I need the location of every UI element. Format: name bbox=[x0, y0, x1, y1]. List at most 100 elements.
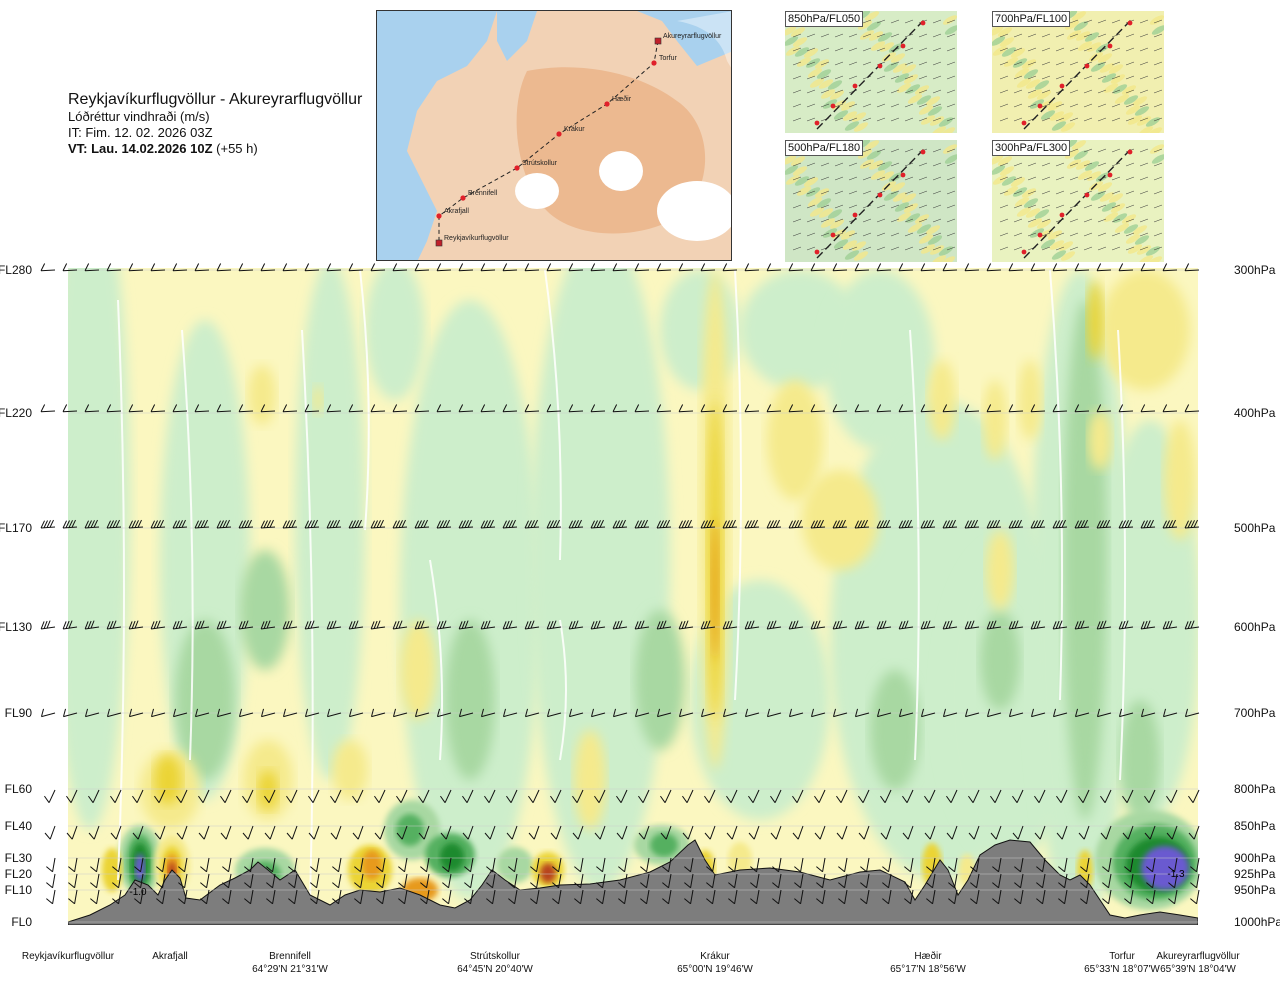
thumbnail-field bbox=[929, 245, 945, 255]
flight-level-label: FL0 bbox=[11, 915, 32, 929]
thumbnail-barb bbox=[1153, 190, 1163, 195]
wind-barb bbox=[304, 620, 320, 630]
wind-barb bbox=[744, 263, 760, 272]
thumbnail-300hpa[interactable]: 300hPa/FL300 bbox=[992, 140, 1164, 262]
wind-barb bbox=[484, 789, 496, 803]
wind-barb bbox=[964, 519, 980, 529]
wind-barb bbox=[832, 620, 848, 630]
thumbnail-field bbox=[944, 154, 957, 164]
wind-barb bbox=[942, 620, 958, 630]
wind-barb bbox=[106, 519, 122, 529]
wind-barb bbox=[750, 889, 760, 905]
thumbnail-field bbox=[844, 121, 860, 131]
wind-barb bbox=[198, 825, 210, 840]
wind-barb bbox=[1052, 519, 1068, 529]
wind-barb bbox=[238, 708, 254, 718]
thumbnail-field bbox=[1136, 245, 1152, 255]
thumbnail-850hpa[interactable]: 850hPa/FL050 bbox=[785, 11, 957, 133]
wind-barb bbox=[1166, 789, 1178, 803]
wind-barb bbox=[326, 263, 342, 272]
thumbnail-barb bbox=[1069, 204, 1079, 209]
wind-barb bbox=[1146, 857, 1156, 873]
thumbnail-field bbox=[859, 30, 875, 40]
thumbnail-barb bbox=[890, 232, 900, 237]
wind-barb bbox=[616, 825, 628, 840]
thumbnail-field bbox=[1040, 110, 1056, 120]
wind-barb bbox=[748, 789, 760, 803]
thumbnail-field bbox=[997, 156, 1013, 166]
thumbnail-barb bbox=[862, 47, 872, 52]
wind-barb bbox=[612, 620, 628, 630]
wind-barb bbox=[860, 873, 870, 889]
thumbnail-field bbox=[1103, 212, 1119, 222]
wind-barb bbox=[810, 620, 826, 630]
wind-barb bbox=[260, 404, 276, 413]
field-cell bbox=[1120, 700, 1160, 820]
pressure-level-label: 800hPa bbox=[1234, 782, 1276, 796]
wind-barb bbox=[904, 857, 914, 873]
thumbnail-barb bbox=[862, 176, 872, 181]
thumbnail-barb bbox=[1097, 103, 1107, 108]
field-cell bbox=[660, 270, 740, 390]
wind-barb bbox=[1118, 519, 1134, 529]
thumbnail-field bbox=[1075, 160, 1091, 170]
map-airport-marker bbox=[435, 239, 443, 247]
thumbnail-barb bbox=[946, 162, 956, 167]
thumbnail-barb bbox=[1069, 190, 1079, 195]
wind-barb bbox=[772, 873, 782, 889]
field-cell bbox=[986, 530, 1014, 610]
wind-barb bbox=[462, 789, 474, 803]
wind-barb bbox=[370, 620, 386, 630]
map-waypoint-label: Brennifell bbox=[468, 190, 498, 197]
valid-time-main: VT: Lau. 14.02.2026 10Z bbox=[68, 141, 213, 156]
thumbnail-field bbox=[1034, 80, 1050, 90]
map-waypoint-label: Strútskollur bbox=[522, 160, 558, 167]
thumbnail-barb bbox=[1125, 204, 1135, 209]
thumbnail-field bbox=[1121, 214, 1137, 224]
thumbnail-500hpa[interactable]: 500hPa/FL180 bbox=[785, 140, 957, 262]
thumbnail-barb bbox=[918, 204, 928, 209]
wind-barb bbox=[1030, 404, 1046, 413]
wind-barb bbox=[882, 857, 892, 873]
wind-barb bbox=[134, 857, 144, 873]
thumbnail-barb bbox=[1097, 190, 1107, 195]
wind-barb bbox=[1140, 404, 1156, 413]
thumbnail-barb bbox=[946, 75, 956, 80]
wind-barb bbox=[354, 873, 364, 889]
thumbnail-field bbox=[1003, 57, 1019, 67]
thumbnail-field bbox=[938, 117, 954, 127]
wind-barb bbox=[502, 404, 518, 413]
wind-barb bbox=[572, 789, 584, 803]
thumbnail-field bbox=[1073, 21, 1089, 31]
thumbnail-barb bbox=[1013, 117, 1023, 122]
wind-barb bbox=[706, 889, 716, 905]
wind-barb bbox=[84, 620, 100, 630]
thumbnail-field bbox=[809, 78, 825, 88]
thumbnail-field bbox=[1138, 126, 1154, 133]
thumbnail-field bbox=[857, 20, 873, 30]
thumbnail-waypoint bbox=[1021, 120, 1027, 126]
thumbnail-field bbox=[1027, 218, 1043, 228]
thumbnail-barb bbox=[806, 117, 816, 122]
thumbnail-waypoint bbox=[877, 192, 883, 198]
thumbnail-waypoint bbox=[920, 149, 926, 155]
thumbnail-field bbox=[840, 230, 856, 240]
overview-map[interactable]: Akureyrarflugvöllur Torfur Hæðir Krákur Strú… bbox=[376, 10, 732, 261]
thumbnail-field bbox=[1060, 251, 1076, 261]
wind-barb bbox=[68, 889, 78, 905]
thumbnail-label: 850hPa/FL050 bbox=[785, 11, 864, 27]
wind-barb bbox=[590, 263, 606, 272]
pressure-level-label: 950hPa bbox=[1234, 883, 1276, 897]
thumbnail-field bbox=[868, 160, 884, 170]
thumbnail-700hpa[interactable]: 700hPa/FL100 bbox=[992, 11, 1164, 133]
wind-barb bbox=[616, 789, 628, 803]
wind-barb bbox=[332, 857, 342, 873]
wind-barb bbox=[1036, 873, 1046, 889]
wind-barb bbox=[568, 519, 584, 529]
wind-barb bbox=[1118, 263, 1134, 272]
wind-barb bbox=[172, 620, 188, 630]
thumbnail-field bbox=[842, 111, 858, 121]
wind-barb bbox=[200, 889, 210, 905]
field-cell bbox=[1018, 360, 1042, 440]
field-cell bbox=[400, 620, 436, 720]
